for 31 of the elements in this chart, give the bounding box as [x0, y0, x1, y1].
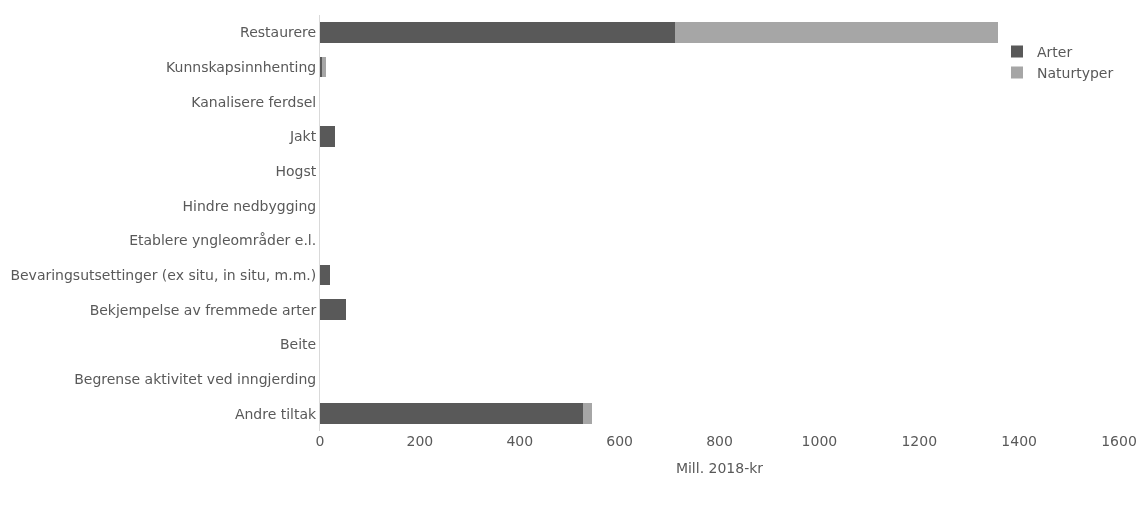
- y-tick-label: Jakt: [288, 128, 317, 145]
- y-tick-label: Bevaringsutsettinger (ex situ, in situ, m.m.): [10, 266, 317, 283]
- bar: [320, 21, 676, 43]
- bar: [320, 264, 330, 286]
- bar: [675, 21, 998, 43]
- x-tick-label: 400: [506, 433, 534, 449]
- y-tick-label: Hogst: [275, 162, 317, 179]
- x-tick-label: 1600: [1101, 433, 1137, 449]
- y-tick-label: Kunnskapsinnhenting: [166, 58, 317, 75]
- y-tick-label: Etablere yngleområder e.l.: [129, 232, 317, 249]
- legend-label: Naturtyper: [1037, 65, 1114, 82]
- y-tick-label: Bekjempelse av fremmede arter: [89, 301, 317, 318]
- y-tick-label: Beite: [279, 336, 317, 353]
- x-tick-label: 1200: [901, 433, 938, 449]
- x-tick-label: 200: [406, 433, 434, 449]
- bar: [583, 403, 592, 425]
- x-tick-label: 600: [606, 433, 633, 449]
- bar: [320, 403, 584, 425]
- y-tick-label: Begrense aktivitet ved inngjerding: [74, 370, 317, 387]
- y-tick-label: Hindre nedbygging: [182, 197, 317, 214]
- x-tick-label: 1400: [1001, 433, 1037, 449]
- legend-label: Arter: [1037, 43, 1073, 60]
- x-axis-title: Mill. 2018-kr: [675, 460, 764, 477]
- y-tick-label: Andre tiltak: [234, 405, 318, 422]
- bar: [320, 299, 346, 321]
- bar: [320, 125, 335, 147]
- y-tick-label: Restaurere: [240, 24, 317, 41]
- y-tick-label: Kanalisere ferdsel: [191, 93, 317, 110]
- x-tick-label: 0: [315, 433, 325, 449]
- x-tick-label: 1000: [801, 433, 838, 449]
- x-tick-label: 800: [706, 433, 733, 449]
